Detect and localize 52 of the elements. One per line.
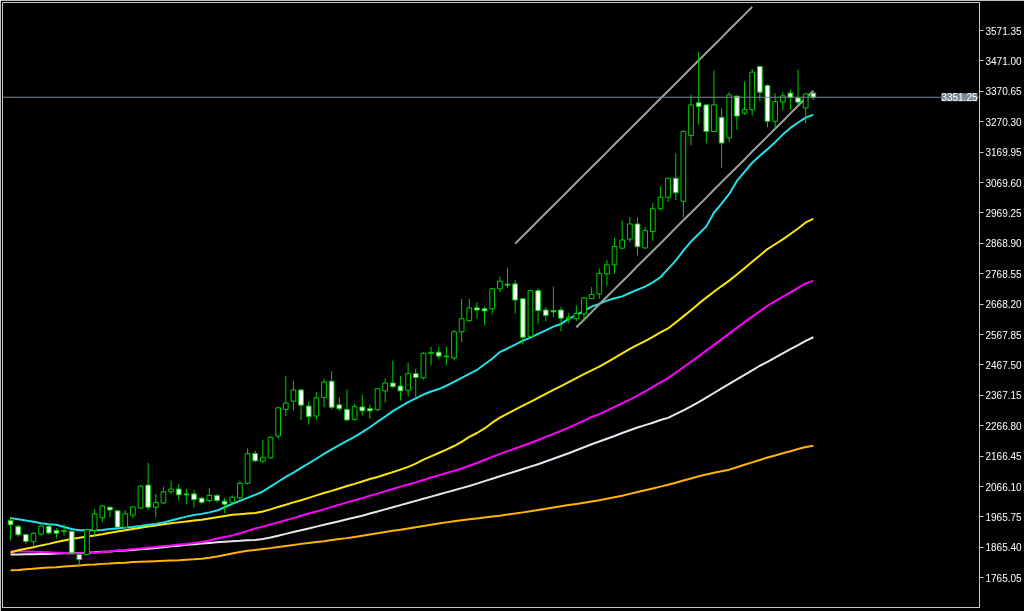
y-tick-label: 2467.50 (985, 359, 1023, 371)
y-tick-label: 2367.15 (985, 390, 1023, 402)
line-series (9, 113, 815, 532)
candlestick (298, 388, 304, 421)
candlestick (604, 259, 610, 287)
line-series (9, 444, 815, 572)
candlestick (428, 346, 434, 366)
candlestick (290, 380, 297, 412)
y-tick-label: 2166.45 (985, 451, 1023, 463)
y-tick-label: 1865.40 (985, 542, 1023, 554)
y-tick-label: 1765.05 (985, 572, 1023, 584)
candlestick (772, 92, 778, 130)
y-tick-label: 2768.55 (985, 268, 1023, 280)
y-tick-label: 2969.25 (985, 207, 1023, 219)
candlestick (795, 69, 801, 106)
candlestick (191, 489, 197, 509)
candlestick (489, 287, 496, 316)
candlestick (7, 516, 14, 542)
candlestick (237, 480, 243, 501)
candlestick (321, 378, 327, 408)
line-series (514, 6, 754, 245)
candlestick (367, 404, 373, 420)
candlestick (168, 480, 174, 495)
candlestick (481, 306, 488, 326)
line-series (9, 217, 815, 554)
ref-line-label: 3351.25 (941, 92, 978, 104)
candlestick (535, 287, 541, 325)
candlestick (405, 362, 411, 397)
y-tick-label: 3471.00 (985, 55, 1023, 67)
candlestick (665, 176, 671, 203)
y-tick-label: 3069.60 (985, 177, 1023, 189)
candlestick (61, 523, 67, 537)
y-tick-label: 2567.85 (985, 329, 1023, 341)
candlestick (107, 505, 113, 518)
candlestick (596, 267, 603, 300)
candlestick (581, 296, 587, 322)
candlestick (344, 389, 350, 422)
y-tick-label: 2266.80 (985, 420, 1023, 432)
candlestick (282, 375, 289, 417)
y-tick-label: 2066.10 (985, 481, 1023, 493)
y-tick-label: 2668.20 (985, 299, 1023, 311)
candlestick (474, 301, 480, 320)
y-tick-label: 2868.90 (985, 238, 1023, 250)
y-tick-label: 3270.30 (985, 116, 1023, 128)
y-tick-label: 1965.75 (985, 511, 1023, 523)
candlestick (443, 346, 450, 366)
y-tick-label: 3169.95 (985, 147, 1023, 159)
y-tick-label: 3370.65 (985, 86, 1023, 98)
candlestick (558, 306, 564, 332)
candlestick (734, 95, 740, 131)
line-series (575, 89, 815, 329)
y-tick-label: 3571.35 (985, 25, 1023, 37)
